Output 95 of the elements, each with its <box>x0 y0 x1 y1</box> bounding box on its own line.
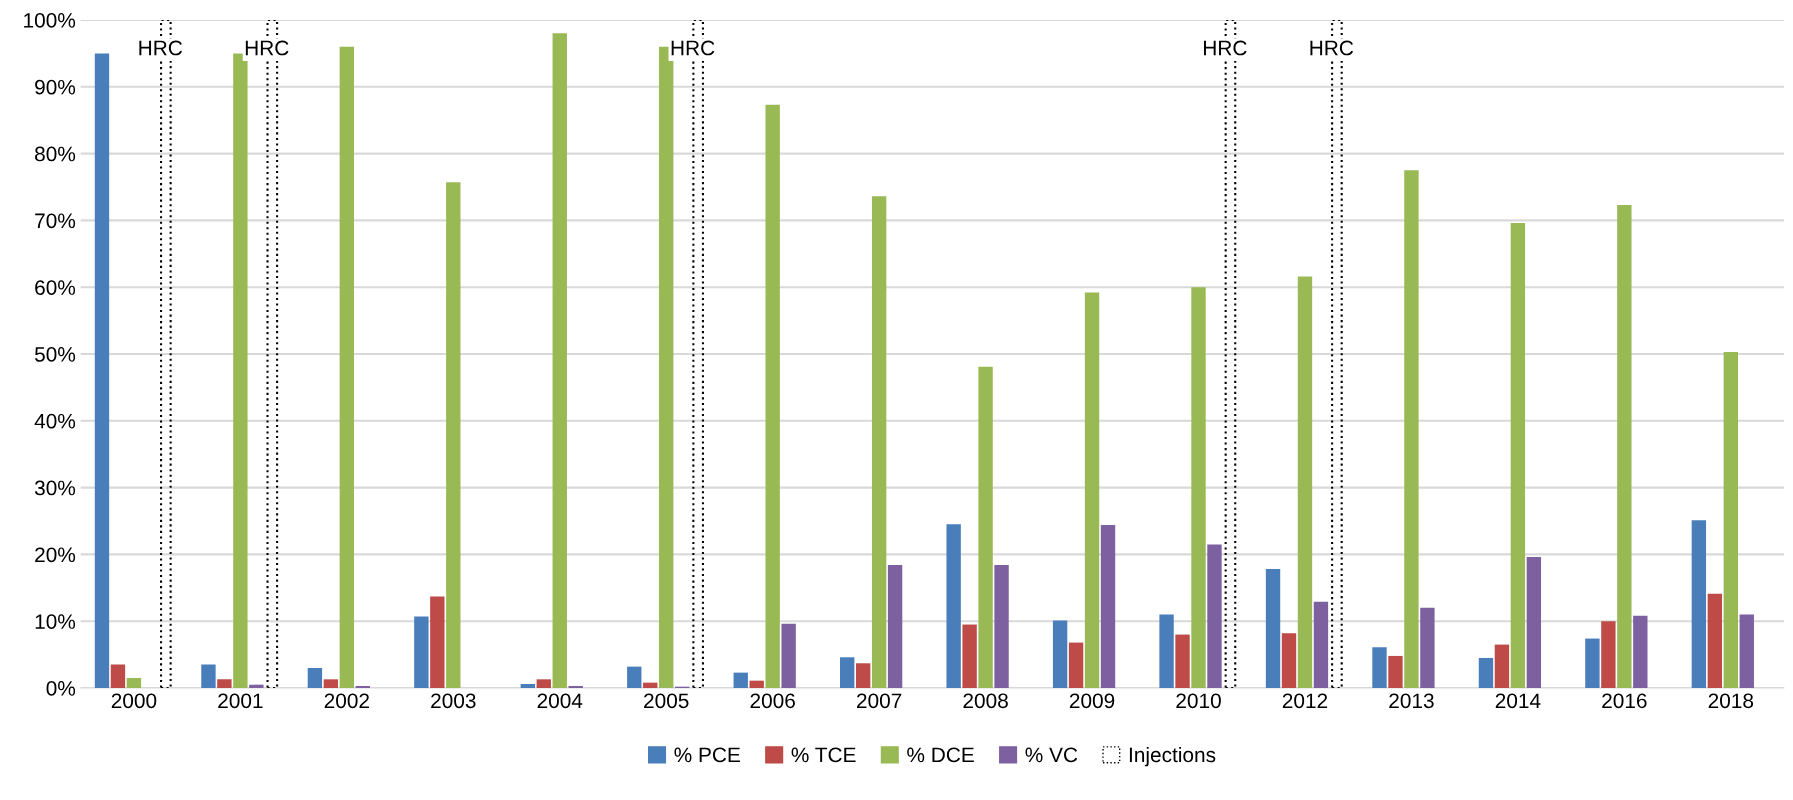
x-tick-label: 2006 <box>750 693 795 709</box>
bar <box>978 366 993 688</box>
bar <box>643 682 658 688</box>
bar <box>1617 205 1632 688</box>
x-tick-label: 2013 <box>1389 693 1434 709</box>
bar <box>1478 657 1494 688</box>
x-tick-label: 2007 <box>857 693 902 709</box>
bar <box>946 524 961 688</box>
x-tick-label: 2002 <box>324 693 369 709</box>
bar <box>1585 638 1600 688</box>
bar <box>733 672 748 688</box>
bar <box>1084 292 1100 688</box>
x-tick-label: 2016 <box>1602 693 1647 709</box>
bar <box>233 53 248 688</box>
y-tick-label: 60% <box>35 280 76 295</box>
y-tick-label: 40% <box>34 413 76 429</box>
y-tick-label: 70% <box>35 213 76 229</box>
bar <box>1388 655 1403 688</box>
bar <box>1313 601 1329 688</box>
bar <box>110 664 126 688</box>
bar <box>1100 525 1116 688</box>
bar <box>627 666 642 688</box>
bar <box>1175 634 1190 688</box>
y-tick-label: 90% <box>35 79 76 95</box>
annotation: HRC <box>1310 40 1354 56</box>
bar <box>1052 620 1068 688</box>
y-tick-label: 20% <box>35 547 76 563</box>
y-tick-label: 80% <box>35 146 76 162</box>
x-tick-label: 2008 <box>963 693 1008 709</box>
bar <box>249 684 264 688</box>
y-tick-label: 50% <box>34 347 76 362</box>
legend-label: % VC <box>1025 747 1078 763</box>
bar <box>307 667 323 688</box>
x-tick-label: 2012 <box>1282 693 1328 709</box>
bar <box>1510 223 1526 688</box>
bar <box>1494 644 1510 688</box>
bar <box>323 679 339 688</box>
y-tick-label: 10% <box>35 614 76 629</box>
bar <box>1707 593 1723 688</box>
bar <box>1723 352 1738 688</box>
bar <box>430 596 445 688</box>
bar <box>414 616 429 688</box>
bar <box>1372 647 1387 688</box>
bar <box>1191 287 1206 688</box>
bar <box>781 623 796 688</box>
bar <box>552 33 567 688</box>
bar <box>126 677 142 688</box>
x-tick-label: 2001 <box>218 693 263 709</box>
x-tick-label: 2010 <box>1176 693 1221 709</box>
x-tick-label: 2005 <box>644 693 689 709</box>
bar <box>1159 614 1174 688</box>
bar <box>1265 569 1281 688</box>
y-tick-label: 0% <box>46 681 76 696</box>
bar <box>1739 614 1754 688</box>
x-tick-label: 2004 <box>537 693 583 709</box>
bar <box>749 680 764 688</box>
bar <box>217 679 232 688</box>
legend-label: % PCE <box>674 747 740 763</box>
bar <box>1691 520 1707 688</box>
bar <box>994 565 1009 688</box>
legend-label: Injections <box>1129 746 1216 767</box>
bar <box>887 565 903 688</box>
y-tick-label: 100% <box>24 13 76 28</box>
bar <box>1404 170 1419 688</box>
bar <box>536 679 551 688</box>
bar <box>1281 633 1297 688</box>
bar <box>520 683 535 688</box>
bar <box>962 624 977 688</box>
bar <box>1601 621 1616 688</box>
y-tick-label: 30% <box>34 480 76 496</box>
bar <box>1526 557 1542 688</box>
bar <box>871 196 887 688</box>
annotation: HRC <box>139 40 183 56</box>
bar <box>1297 276 1313 688</box>
annotation: HRC <box>245 40 289 56</box>
bar <box>339 46 355 688</box>
bar <box>201 664 216 688</box>
bar <box>1207 544 1222 688</box>
bar <box>1420 607 1435 688</box>
annotation: HRC <box>671 40 715 56</box>
x-tick-label: 2014 <box>1495 693 1541 709</box>
bar <box>840 657 855 688</box>
bar <box>94 53 110 688</box>
x-tick-label: 2018 <box>1708 693 1754 709</box>
bar <box>765 104 780 688</box>
x-tick-label: 2003 <box>431 693 476 709</box>
x-tick-label: 2009 <box>1069 693 1115 709</box>
bar <box>855 663 871 688</box>
legend-label: % DCE <box>907 747 974 763</box>
legend-label: % TCE <box>791 747 856 763</box>
x-tick-label: 2000 <box>111 693 157 709</box>
bar <box>1633 615 1648 688</box>
annotation: HRC <box>1204 40 1247 56</box>
bar <box>1068 642 1084 688</box>
bar <box>446 182 461 688</box>
